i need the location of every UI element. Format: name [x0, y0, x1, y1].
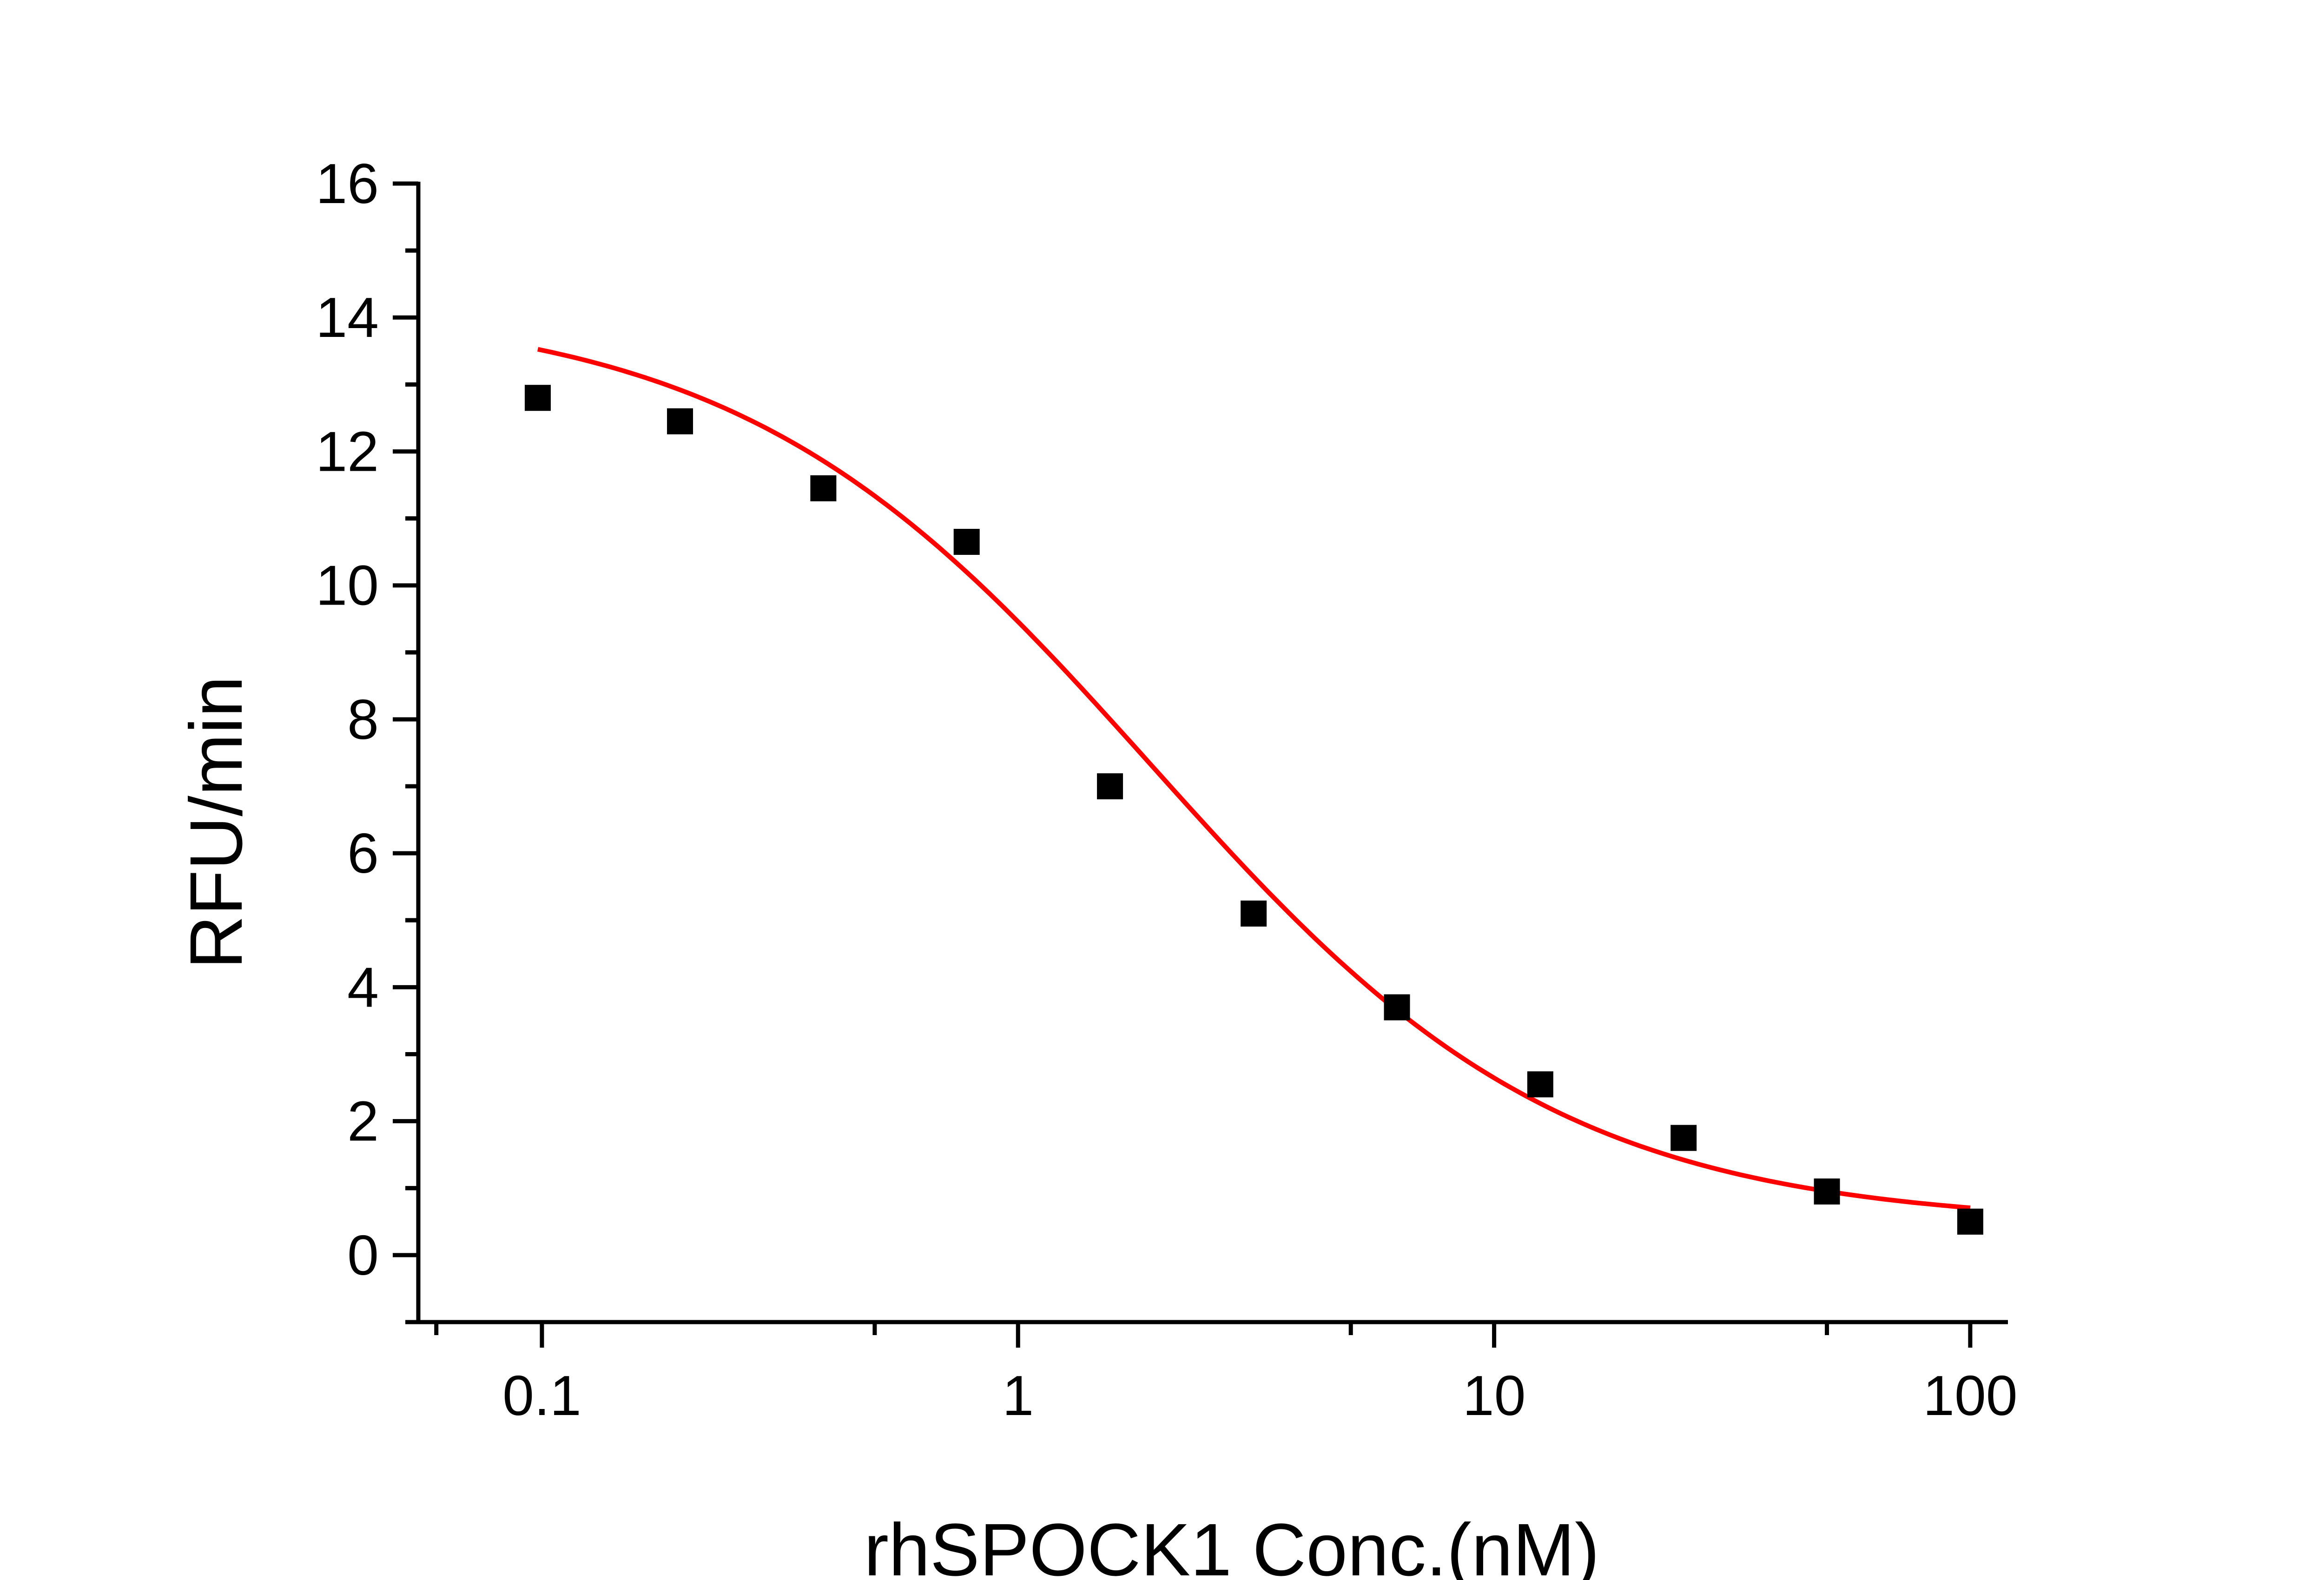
x-tick-label: 100: [1923, 1364, 2018, 1427]
data-points: [524, 385, 1983, 1235]
y-tick-label: 16: [316, 152, 379, 215]
x-axis-title: rhSPOCK1 Conc.(nM): [864, 1508, 1600, 1580]
fit-curve: [537, 347, 1971, 1211]
y-tick-label: 12: [316, 420, 379, 483]
y-tick-label: 14: [316, 286, 379, 349]
y-tick-label: 10: [316, 554, 379, 617]
y-axis-title: RFU/min: [174, 676, 257, 969]
data-point: [1241, 900, 1267, 927]
x-tick-label: 10: [1463, 1364, 1526, 1427]
data-point: [1527, 1071, 1553, 1098]
y-tick-label: 6: [347, 822, 379, 885]
fit-curve-layer: [537, 347, 1971, 1211]
y-tick-label: 8: [347, 688, 379, 751]
x-tick-label: 0.1: [502, 1364, 581, 1427]
data-point: [524, 385, 551, 411]
data-point: [1384, 994, 1410, 1020]
data-point: [1670, 1125, 1697, 1151]
data-point: [667, 408, 693, 434]
ticks: 0 2 4 6 8 10 12 14 16 0.1 1 10 100: [316, 152, 2017, 1427]
data-point: [1814, 1178, 1840, 1205]
y-tick-label: 2: [347, 1090, 379, 1153]
y-tick-label: 0: [347, 1224, 379, 1287]
data-point: [1097, 773, 1123, 800]
x-tick-label: 1: [1002, 1364, 1034, 1427]
axes: [416, 182, 2008, 1324]
data-point: [1957, 1208, 1983, 1235]
data-point: [953, 529, 980, 555]
data-point: [810, 475, 837, 501]
y-tick-label: 4: [347, 955, 379, 1019]
